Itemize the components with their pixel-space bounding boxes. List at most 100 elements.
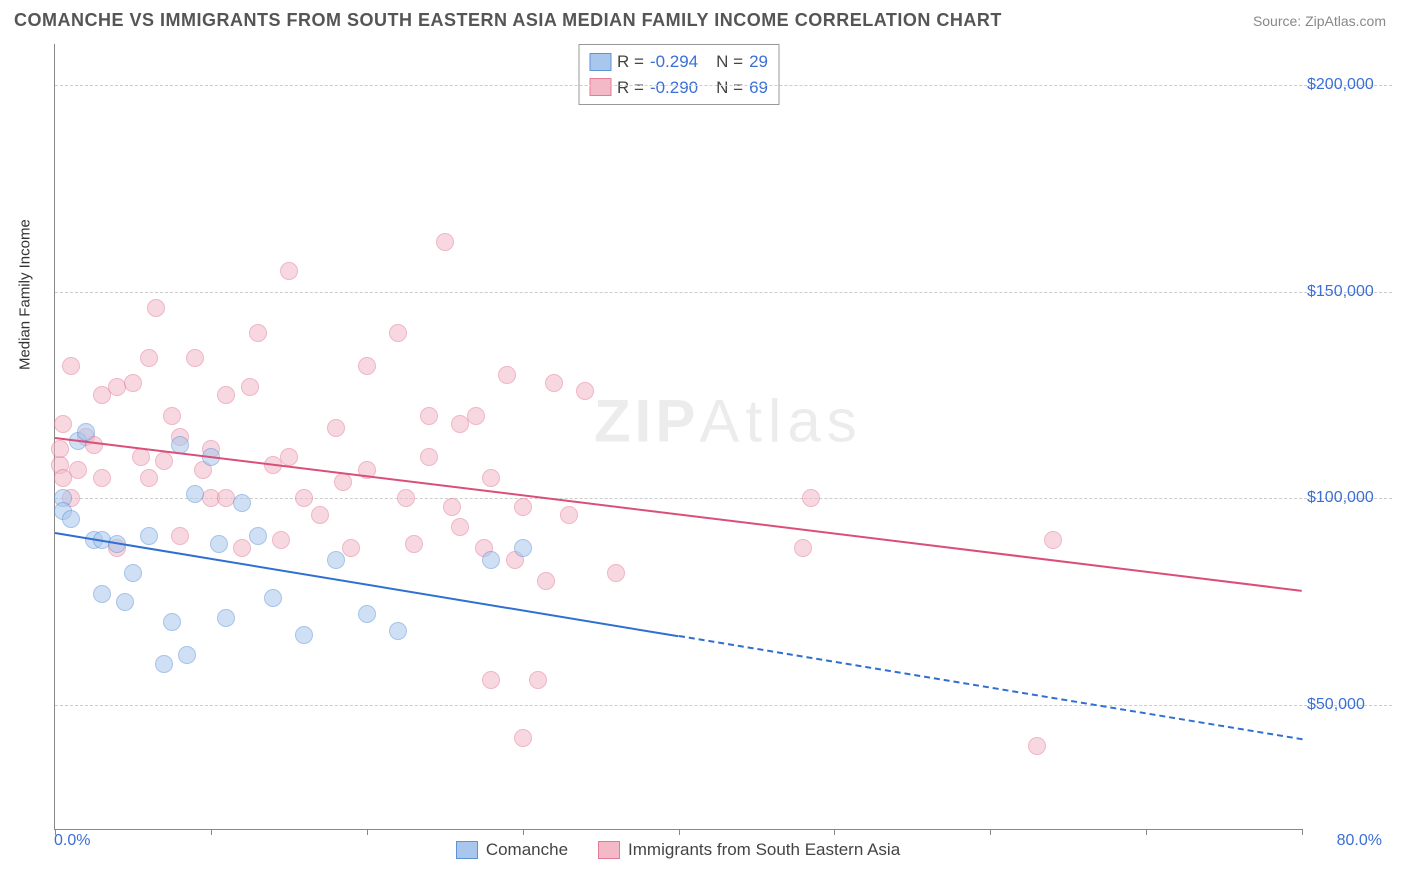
data-point — [420, 407, 438, 425]
header: COMANCHE VS IMMIGRANTS FROM SOUTH EASTER… — [0, 0, 1406, 37]
x-max-label: 80.0% — [1337, 832, 1382, 850]
data-point — [545, 374, 563, 392]
legend-r-label: R = — [617, 49, 644, 75]
gridline — [55, 705, 1392, 706]
data-point — [124, 374, 142, 392]
data-point — [514, 539, 532, 557]
watermark-bold: ZIP — [594, 387, 699, 454]
data-point — [147, 299, 165, 317]
data-point — [802, 489, 820, 507]
data-point — [249, 324, 267, 342]
y-tick-label: $100,000 — [1307, 489, 1387, 507]
data-point — [358, 605, 376, 623]
data-point — [217, 609, 235, 627]
legend-swatch — [589, 53, 611, 71]
data-point — [186, 485, 204, 503]
data-point — [124, 564, 142, 582]
data-point — [249, 527, 267, 545]
data-point — [69, 461, 87, 479]
data-point — [420, 448, 438, 466]
data-point — [498, 366, 516, 384]
series-legend-item: Immigrants from South Eastern Asia — [598, 840, 900, 860]
data-point — [397, 489, 415, 507]
data-point — [482, 469, 500, 487]
data-point — [51, 440, 69, 458]
data-point — [54, 415, 72, 433]
legend-n-label: N = — [716, 75, 743, 101]
data-point — [163, 407, 181, 425]
data-point — [1044, 531, 1062, 549]
series-legend: Comanche Immigrants from South Eastern As… — [54, 840, 1302, 860]
data-point — [794, 539, 812, 557]
gridline — [55, 292, 1392, 293]
data-point — [295, 626, 313, 644]
data-point — [327, 551, 345, 569]
data-point — [140, 349, 158, 367]
data-point — [62, 510, 80, 528]
data-point — [241, 378, 259, 396]
data-point — [451, 518, 469, 536]
data-point — [132, 448, 150, 466]
data-point — [155, 452, 173, 470]
y-axis-label: Median Family Income — [17, 219, 34, 370]
series-legend-item: Comanche — [456, 840, 568, 860]
data-point — [327, 419, 345, 437]
legend-row: R =-0.294 N =29 — [589, 49, 768, 75]
legend-r-label: R = — [617, 75, 644, 101]
source-label: Source: ZipAtlas.com — [1253, 13, 1386, 29]
data-point — [202, 448, 220, 466]
data-point — [210, 535, 228, 553]
data-point — [93, 585, 111, 603]
legend-n-value: 69 — [749, 75, 768, 101]
data-point — [443, 498, 461, 516]
legend-n-value: 29 — [749, 49, 768, 75]
gridline — [55, 85, 1392, 86]
chart-title: COMANCHE VS IMMIGRANTS FROM SOUTH EASTER… — [14, 10, 1002, 31]
data-point — [467, 407, 485, 425]
data-point — [140, 527, 158, 545]
data-point — [436, 233, 454, 251]
data-point — [264, 589, 282, 607]
data-point — [62, 357, 80, 375]
data-point — [77, 423, 95, 441]
data-point — [482, 551, 500, 569]
plot-area: Median Family Income ZIPAtlas R =-0.294N… — [54, 44, 1302, 830]
data-point — [155, 655, 173, 673]
series-name: Immigrants from South Eastern Asia — [628, 840, 900, 860]
data-point — [389, 622, 407, 640]
data-point — [576, 382, 594, 400]
watermark: ZIPAtlas — [594, 386, 863, 455]
series-name: Comanche — [486, 840, 568, 860]
data-point — [1028, 737, 1046, 755]
data-point — [163, 613, 181, 631]
legend-swatch — [456, 841, 478, 859]
data-point — [233, 494, 251, 512]
data-point — [93, 469, 111, 487]
data-point — [178, 646, 196, 664]
trend-line — [55, 437, 1302, 592]
data-point — [186, 349, 204, 367]
y-tick-label: $150,000 — [1307, 283, 1387, 301]
x-tick-mark — [1302, 829, 1303, 835]
data-point — [116, 593, 134, 611]
legend-r-value: -0.294 — [650, 49, 698, 75]
data-point — [295, 489, 313, 507]
data-point — [334, 473, 352, 491]
data-point — [171, 436, 189, 454]
legend-swatch — [589, 78, 611, 96]
legend-n-label: N = — [716, 49, 743, 75]
data-point — [272, 531, 290, 549]
data-point — [405, 535, 423, 553]
data-point — [311, 506, 329, 524]
data-point — [358, 461, 376, 479]
watermark-light: Atlas — [699, 387, 862, 454]
data-point — [514, 498, 532, 516]
y-tick-label: $50,000 — [1307, 696, 1387, 714]
data-point — [108, 535, 126, 553]
legend-row: R =-0.290N =69 — [589, 75, 768, 101]
data-point — [514, 729, 532, 747]
data-point — [529, 671, 547, 689]
data-point — [140, 469, 158, 487]
data-point — [217, 386, 235, 404]
data-point — [358, 357, 376, 375]
